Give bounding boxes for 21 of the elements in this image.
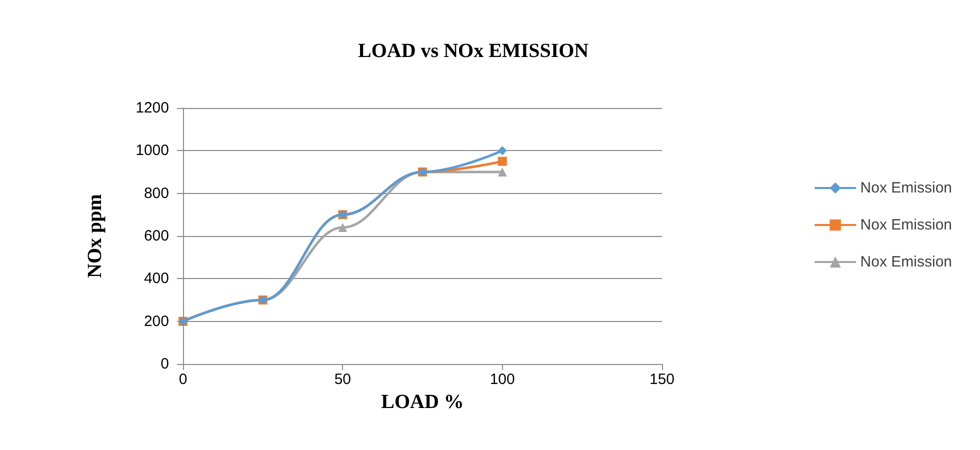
y-tick-label: 800 bbox=[144, 184, 169, 202]
y-axis-title: NOx ppm bbox=[84, 194, 106, 278]
x-tick-label: 0 bbox=[178, 371, 188, 388]
legend-label: Nox Emission bbox=[860, 180, 952, 196]
x-axis-title: LOAD % bbox=[381, 390, 464, 413]
legend-label: Nox Emission bbox=[860, 254, 952, 270]
y-tick-label: 200 bbox=[144, 312, 169, 330]
x-tick-label: 50 bbox=[334, 371, 352, 388]
y-tick-label: 1200 bbox=[136, 100, 169, 116]
y-tick-label: 400 bbox=[144, 270, 169, 288]
legend-label: Nox Emission bbox=[860, 216, 952, 234]
point bbox=[498, 168, 507, 176]
y-tick-label: 0 bbox=[160, 356, 169, 372]
chart-title: LOAD vs NOx EMISSION bbox=[358, 40, 590, 62]
y-tick-label: 600 bbox=[144, 228, 169, 244]
point bbox=[498, 156, 507, 166]
x-tick-label: 100 bbox=[490, 371, 515, 388]
x-tick-label: 150 bbox=[649, 371, 675, 388]
point bbox=[338, 222, 348, 232]
y-tick-label: 1000 bbox=[136, 142, 169, 160]
point bbox=[498, 146, 507, 156]
